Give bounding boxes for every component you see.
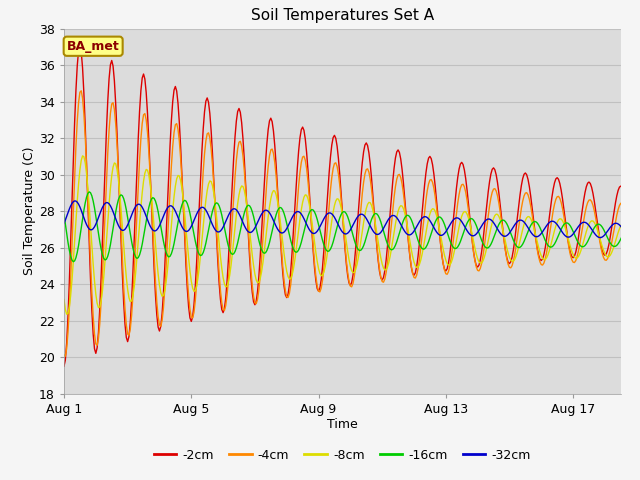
-16cm <box>85 189 93 195</box>
Text: BA_met: BA_met <box>67 40 120 53</box>
-2cm <box>76 43 84 48</box>
-8cm <box>515 244 523 250</box>
-4cm <box>460 181 467 187</box>
-2cm <box>60 363 68 369</box>
-8cm <box>60 297 68 302</box>
-4cm <box>394 172 402 178</box>
-8cm <box>632 247 639 253</box>
-2cm <box>513 215 521 220</box>
-32cm <box>585 223 593 228</box>
Line: -4cm: -4cm <box>64 91 636 356</box>
Legend: -2cm, -4cm, -8cm, -16cm, -32cm: -2cm, -4cm, -8cm, -16cm, -32cm <box>149 444 536 467</box>
-16cm <box>632 228 639 233</box>
-32cm <box>60 220 68 226</box>
-32cm <box>105 201 113 207</box>
Line: -16cm: -16cm <box>64 192 636 262</box>
-16cm <box>515 245 523 251</box>
-2cm <box>502 247 509 253</box>
-32cm <box>628 235 636 241</box>
-16cm <box>60 212 68 217</box>
-8cm <box>63 311 70 317</box>
-32cm <box>393 215 401 221</box>
Title: Soil Temperatures Set A: Soil Temperatures Set A <box>251 9 434 24</box>
-8cm <box>503 245 511 251</box>
-32cm <box>502 233 509 239</box>
-2cm <box>632 249 639 255</box>
-8cm <box>394 208 402 214</box>
-2cm <box>458 159 465 165</box>
-32cm <box>513 219 521 225</box>
-16cm <box>394 235 402 240</box>
-4cm <box>632 253 639 259</box>
-32cm <box>632 234 639 240</box>
-4cm <box>77 88 85 94</box>
-8cm <box>460 210 467 216</box>
-32cm <box>71 198 79 204</box>
-4cm <box>586 197 594 203</box>
Y-axis label: Soil Temperature (C): Soil Temperature (C) <box>23 147 36 276</box>
-4cm <box>60 352 68 358</box>
-8cm <box>79 153 86 159</box>
X-axis label: Time: Time <box>327 419 358 432</box>
-16cm <box>106 242 114 248</box>
-32cm <box>458 219 465 225</box>
-16cm <box>586 233 594 239</box>
-2cm <box>105 76 113 82</box>
-4cm <box>503 256 511 262</box>
-16cm <box>503 221 511 227</box>
-8cm <box>106 185 114 191</box>
-2cm <box>585 179 593 185</box>
-16cm <box>69 259 77 264</box>
-4cm <box>61 353 69 359</box>
-2cm <box>393 149 401 155</box>
Line: -8cm: -8cm <box>64 156 636 314</box>
-4cm <box>106 110 114 116</box>
Line: -32cm: -32cm <box>64 201 636 238</box>
Line: -2cm: -2cm <box>64 46 636 366</box>
-4cm <box>515 224 523 229</box>
-8cm <box>586 219 594 225</box>
-16cm <box>460 231 467 237</box>
